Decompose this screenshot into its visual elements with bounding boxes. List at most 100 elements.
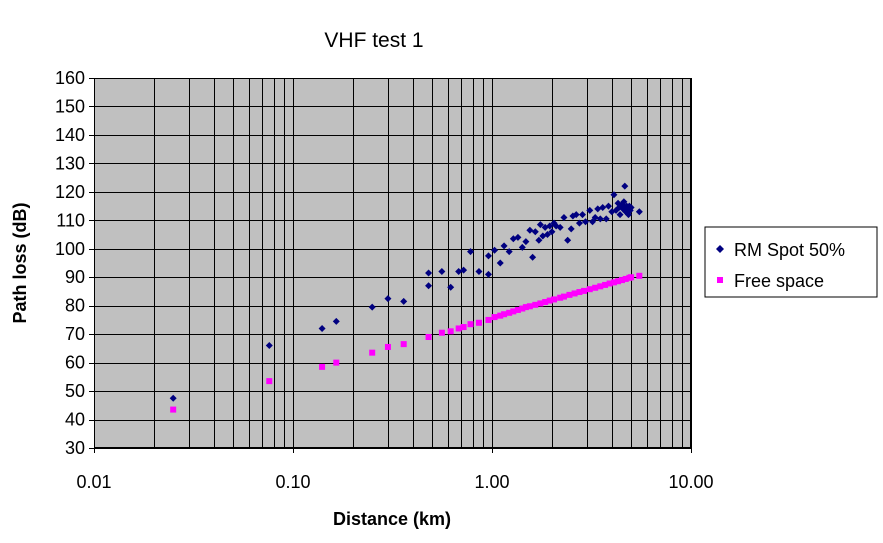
data-point-diamond — [318, 324, 326, 332]
data-point-square — [581, 287, 588, 294]
data-point-diamond — [384, 295, 392, 303]
data-point-diamond — [556, 223, 564, 231]
data-point-diamond — [447, 283, 455, 291]
legend-marker-free-space — [717, 277, 723, 283]
data-point-diamond — [596, 215, 604, 223]
data-point-diamond — [529, 253, 537, 261]
data-point-square — [369, 349, 376, 356]
legend: RM Spot 50% Free space — [704, 226, 878, 298]
data-point-square — [560, 293, 567, 300]
data-point-square — [522, 304, 529, 311]
data-point-diamond — [522, 238, 530, 246]
y-axis: 30 40 50 60 70 80 90 100 110 120 130 140 150 160 — [55, 68, 94, 458]
data-point-square — [526, 303, 533, 310]
data-point-square — [266, 378, 273, 385]
data-point-diamond — [514, 233, 522, 241]
data-point-square — [606, 280, 613, 287]
grid — [94, 78, 692, 449]
y-tick-label: 80 — [65, 296, 85, 316]
data-point-diamond — [496, 259, 504, 267]
y-tick-label: 110 — [56, 210, 85, 230]
data-point-diamond — [594, 205, 602, 213]
data-point-square — [170, 406, 177, 413]
data-point-diamond — [455, 268, 463, 276]
data-point-diamond — [621, 182, 629, 190]
y-axis-title: Path loss (dB) — [10, 202, 30, 323]
data-point-square — [576, 289, 583, 296]
data-point-diamond — [500, 242, 508, 250]
data-point-square — [566, 291, 573, 298]
legend-label-rm-spot: RM Spot 50% — [734, 240, 845, 260]
x-tick-label: 10.00 — [668, 472, 713, 492]
data-point-diamond — [620, 198, 628, 206]
data-point-diamond — [581, 218, 589, 226]
data-point-square — [537, 300, 544, 307]
data-point-diamond — [460, 266, 468, 274]
data-point-square — [571, 290, 578, 297]
legend-label-free-space: Free space — [734, 271, 824, 291]
data-point-diamond — [531, 228, 539, 236]
data-point-square — [425, 334, 432, 340]
data-point-square — [455, 325, 462, 332]
data-point-diamond — [591, 213, 599, 221]
data-point-diamond — [368, 303, 376, 311]
data-point-square — [506, 309, 513, 316]
y-tick-label: 50 — [65, 381, 85, 401]
series-0 — [169, 182, 643, 402]
data-point-diamond — [579, 211, 587, 219]
data-point-square — [491, 314, 498, 321]
data-point-square — [602, 281, 609, 288]
data-point-diamond — [535, 236, 543, 244]
data-point-square — [592, 284, 599, 291]
data-point-square — [615, 278, 622, 285]
legend-box — [704, 226, 878, 298]
x-tick-label: 0.10 — [275, 472, 310, 492]
plot-area — [94, 78, 691, 448]
data-point-square — [384, 343, 391, 350]
data-point-square — [400, 341, 407, 348]
data-point-square — [551, 296, 558, 303]
data-point-diamond — [546, 222, 554, 230]
data-point-square — [622, 275, 629, 282]
series-1 — [170, 272, 643, 413]
data-point-diamond — [605, 202, 613, 210]
data-point-square — [618, 277, 625, 284]
data-point-diamond — [491, 246, 499, 254]
plot-border — [94, 78, 691, 448]
data-point-diamond — [616, 211, 624, 219]
data-point-square — [586, 286, 593, 293]
data-point-diamond — [484, 270, 492, 278]
chart-title: VHF test 1 — [324, 29, 423, 52]
data-point-diamond — [169, 394, 177, 402]
y-tick-label: 70 — [65, 324, 85, 344]
data-point-diamond — [635, 208, 643, 216]
y-tick-label: 160 — [55, 68, 85, 88]
data-point-diamond — [467, 248, 475, 256]
x-tick-label: 1.00 — [474, 472, 509, 492]
data-point-diamond — [332, 317, 340, 325]
y-tick-label: 40 — [65, 410, 85, 430]
legend-marker-rm-spot — [716, 245, 724, 253]
data-point-diamond — [586, 206, 594, 214]
data-point-diamond — [400, 297, 408, 305]
data-point-square — [514, 306, 521, 313]
data-point-square — [610, 279, 617, 286]
data-point-diamond — [505, 248, 513, 256]
data-point-square — [546, 297, 553, 304]
data-point-diamond — [548, 228, 556, 236]
data-point-diamond — [567, 225, 575, 233]
data-point-square — [497, 312, 504, 319]
data-point-square — [557, 294, 564, 301]
data-point-diamond — [564, 236, 572, 244]
data-point-square — [438, 329, 445, 336]
data-point-diamond — [438, 268, 446, 276]
y-tick-label: 100 — [55, 239, 85, 259]
data-point-diamond — [572, 211, 580, 219]
data-point-diamond — [518, 243, 526, 251]
data-point-diamond — [560, 213, 568, 221]
data-point-square — [542, 298, 549, 305]
data-point-diamond — [599, 204, 607, 211]
data-point-diamond — [575, 219, 583, 227]
x-axis-title: Distance (km) — [333, 509, 451, 529]
